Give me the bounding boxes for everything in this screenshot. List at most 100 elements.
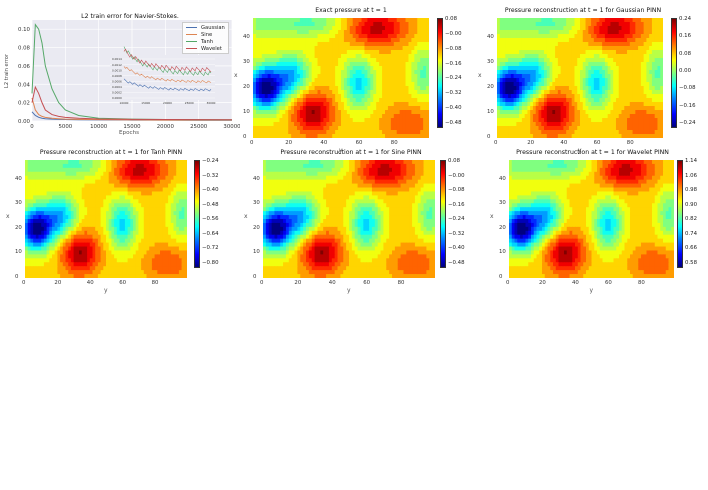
heatmap-cell <box>588 94 592 99</box>
heatmap-cell <box>544 62 548 67</box>
heatmap-cell <box>297 46 301 51</box>
heatmap-cell <box>308 122 313 127</box>
heatmap-cell <box>527 78 531 83</box>
heatmap-cell <box>323 102 327 107</box>
heatmap-cell <box>361 122 366 127</box>
heatmap-cell <box>261 106 266 111</box>
heatmap-cell <box>585 50 589 55</box>
heatmap-cell <box>267 66 272 71</box>
heatmap-cell <box>385 98 389 103</box>
heatmap-cell <box>349 18 354 23</box>
heatmap-cell <box>297 110 301 115</box>
heatmap-cell <box>288 90 292 95</box>
heatmap-cell <box>302 110 307 115</box>
heatmap-cell <box>157 207 161 212</box>
heatmap-cell <box>253 74 257 79</box>
heatmap-cell <box>127 207 131 212</box>
heatmap-cell <box>546 22 551 27</box>
heatmap-cell <box>341 78 345 83</box>
heatmap-cell <box>84 215 88 220</box>
heatmap-cell <box>97 163 102 169</box>
heatmap-cell <box>308 50 313 55</box>
heatmap-cell <box>414 82 418 87</box>
heatmap-cell <box>264 46 269 51</box>
heatmap-cell <box>114 175 118 181</box>
heatmap-cell <box>49 222 53 228</box>
heatmap-cell <box>95 226 99 232</box>
heatmap-cell <box>33 222 37 228</box>
heatmap-cell <box>602 114 606 119</box>
heatmap-cell <box>566 38 570 43</box>
heatmap-cell <box>387 114 392 119</box>
heatmap-cell <box>376 126 380 131</box>
heatmap-cell <box>332 38 336 43</box>
heatmap-cell <box>184 234 187 240</box>
heatmap-cell <box>411 90 415 95</box>
heatmap-cell <box>640 70 645 75</box>
heatmap-cell <box>135 234 139 240</box>
heatmap-cell <box>552 22 556 27</box>
heatmap-cell <box>162 230 166 236</box>
heatmap-cell <box>376 22 380 27</box>
heatmap-cell <box>568 58 573 63</box>
heatmap-cell <box>346 86 351 91</box>
heatmap-cell <box>79 171 83 177</box>
heatmap-cell <box>138 219 142 224</box>
heatmap-cell <box>396 122 401 127</box>
heatmap-cell <box>385 22 389 27</box>
heatmap-cell <box>408 110 412 115</box>
heatmap-cell <box>258 58 263 63</box>
heatmap-cell <box>613 94 617 99</box>
heatmap-cell <box>106 160 110 165</box>
heatmap-cell <box>73 199 77 204</box>
heatmap-cell <box>591 82 595 87</box>
heatmap-cell <box>546 78 551 83</box>
heatmap-cell <box>305 62 310 67</box>
heatmap-cell <box>361 114 366 119</box>
heatmap-cell <box>73 167 77 173</box>
heatmap-cell <box>282 18 286 23</box>
heatmap-cell <box>373 118 377 123</box>
heatmap-cell <box>527 114 531 119</box>
heatmap-cell <box>643 46 647 51</box>
heatmap-cell <box>577 82 581 87</box>
heatmap-cell <box>621 74 625 79</box>
heatmap-cell <box>646 114 650 119</box>
heatmap-cell <box>146 203 150 208</box>
heatmap-cell <box>557 22 562 27</box>
heatmap-cell <box>635 90 639 95</box>
heatmap-cell <box>408 34 412 39</box>
heatmap-cell <box>343 70 348 75</box>
heatmap-cell <box>97 171 102 177</box>
heatmap-cell <box>580 66 584 71</box>
heatmap-cell <box>602 54 606 59</box>
heatmap-cell <box>651 26 656 31</box>
heatmap-cell <box>323 126 327 131</box>
heatmap-cell <box>352 114 357 119</box>
heatmap-cell <box>426 78 429 83</box>
heatmap-cell <box>530 18 534 23</box>
heatmap-cell <box>399 78 404 83</box>
heatmap-cell <box>588 82 592 87</box>
heatmap-cell <box>654 46 659 51</box>
heatmap-cell <box>510 106 515 111</box>
heatmap-cell <box>349 82 354 87</box>
heatmap-cell <box>519 110 523 115</box>
heatmap-cell <box>385 74 389 79</box>
heatmap-cell <box>341 110 345 115</box>
heatmap-cell <box>408 42 412 47</box>
heatmap-cell <box>563 90 567 95</box>
heatmap-cell <box>291 50 295 55</box>
heatmap-cell <box>408 30 412 35</box>
heatmap-cell <box>649 66 653 71</box>
heatmap-cell <box>95 163 99 169</box>
heatmap-cell <box>314 62 319 67</box>
heatmap-cell <box>660 54 663 59</box>
heatmap-cell <box>133 199 137 204</box>
heatmap-cell <box>43 195 48 200</box>
heatmap-cell <box>516 50 520 55</box>
heatmap-cell <box>35 199 40 204</box>
heatmap-cell <box>602 70 606 75</box>
heatmap-cell <box>255 66 260 71</box>
heatmap-cell <box>411 94 415 99</box>
